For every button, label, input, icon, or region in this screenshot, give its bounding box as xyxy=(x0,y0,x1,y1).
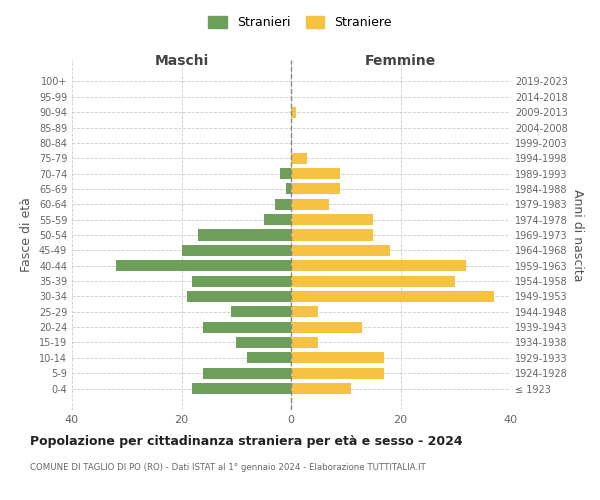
Text: Popolazione per cittadinanza straniera per età e sesso - 2024: Popolazione per cittadinanza straniera p… xyxy=(30,435,463,448)
Bar xyxy=(291,368,384,378)
Bar xyxy=(275,199,291,210)
Bar xyxy=(291,199,329,210)
Bar xyxy=(236,337,291,348)
Text: Maschi: Maschi xyxy=(154,54,209,68)
Bar xyxy=(291,306,319,318)
Bar xyxy=(291,337,319,348)
Bar xyxy=(291,106,296,118)
Y-axis label: Anni di nascita: Anni di nascita xyxy=(571,188,584,281)
Bar xyxy=(181,245,291,256)
Bar xyxy=(291,184,340,194)
Bar xyxy=(263,214,291,225)
Text: COMUNE DI TAGLIO DI PO (RO) - Dati ISTAT al 1° gennaio 2024 - Elaborazione TUTTI: COMUNE DI TAGLIO DI PO (RO) - Dati ISTAT… xyxy=(30,462,426,471)
Bar xyxy=(193,276,291,286)
Bar xyxy=(291,352,384,364)
Bar xyxy=(291,260,466,271)
Bar xyxy=(280,168,291,179)
Text: Femmine: Femmine xyxy=(365,54,436,68)
Bar xyxy=(247,352,291,364)
Bar xyxy=(291,322,362,332)
Bar xyxy=(291,168,340,179)
Legend: Stranieri, Straniere: Stranieri, Straniere xyxy=(203,11,397,34)
Bar xyxy=(291,214,373,225)
Bar xyxy=(187,291,291,302)
Bar xyxy=(291,276,455,286)
Bar xyxy=(193,383,291,394)
Bar xyxy=(286,184,291,194)
Bar xyxy=(231,306,291,318)
Y-axis label: Fasce di età: Fasce di età xyxy=(20,198,33,272)
Bar xyxy=(291,152,307,164)
Bar xyxy=(198,230,291,240)
Bar xyxy=(291,291,494,302)
Bar xyxy=(291,230,373,240)
Bar xyxy=(116,260,291,271)
Bar xyxy=(203,368,291,378)
Bar xyxy=(291,383,351,394)
Bar xyxy=(203,322,291,332)
Bar xyxy=(291,245,389,256)
